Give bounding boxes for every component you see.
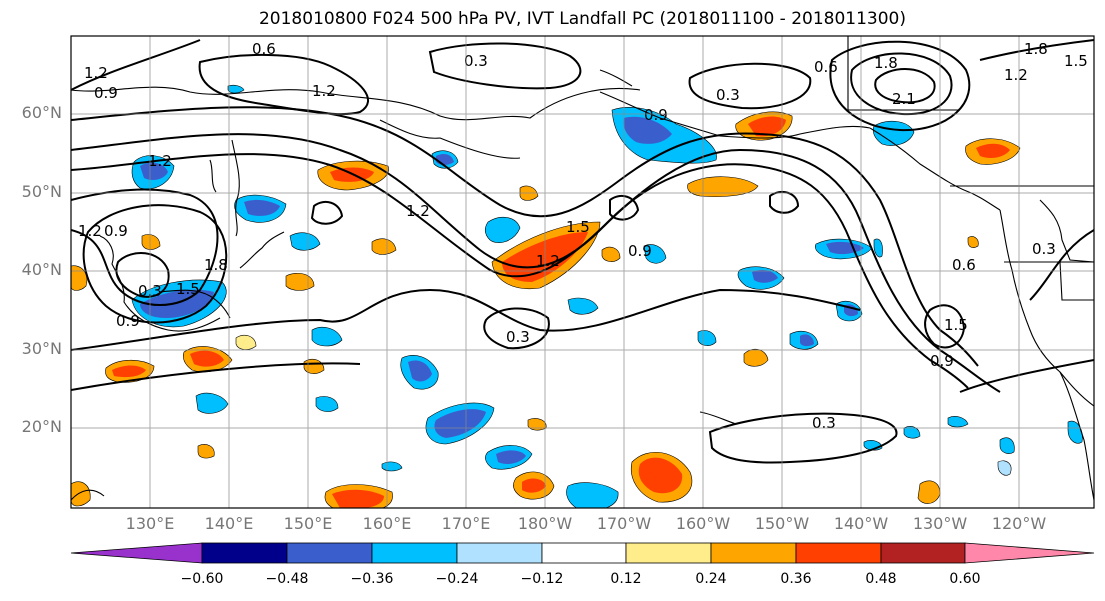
lon-label: 120°W (991, 514, 1047, 533)
colorbar-tick-label: −0.36 (350, 571, 394, 587)
graticule (71, 36, 1094, 508)
colorbar-segment (456, 542, 543, 564)
colorbar-tick-label: 0.48 (865, 571, 897, 587)
map-title: 2018010800 F024 500 hPa PV, IVT Landfall… (258, 9, 906, 29)
contour-label: 0.3 (716, 86, 740, 104)
contour-label: 1.8 (874, 54, 898, 72)
contour-label: 0.6 (952, 256, 976, 274)
contour-label: 0.6 (814, 58, 838, 76)
lon-label: 170°W (596, 514, 652, 533)
contour-label: 1.2 (406, 202, 430, 220)
lon-label: 150°W (754, 514, 810, 533)
contour-label: 1.8 (204, 256, 228, 274)
map-area: 1.2 0.9 1.2 0.6 0.3 1.2 0.3 0.6 1.8 2.1 … (71, 36, 1094, 508)
colorbar-segment (625, 542, 712, 564)
contour-label: 1.2 (536, 252, 560, 270)
colorbar-tick-label: −0.24 (435, 571, 479, 587)
contour-label: 0.9 (116, 312, 140, 330)
contour-label: 1.5 (566, 218, 590, 236)
lon-label: 130°W (912, 514, 968, 533)
lon-label: 170°E (441, 514, 491, 533)
contour-label: 1.2 (1004, 66, 1028, 84)
colorbar-tick-label: −0.12 (520, 571, 564, 587)
contour-label: 0.9 (94, 84, 118, 102)
lon-label: 140°E (204, 514, 254, 533)
lon-label: 130°E (125, 514, 175, 533)
contour-label: 0.9 (104, 222, 128, 240)
colorbar-tick-label: 0.12 (610, 571, 642, 587)
colorbar-tick-label: −0.48 (265, 571, 309, 587)
contour-label: 1.8 (1024, 40, 1048, 58)
contour-label: 1.5 (176, 280, 200, 298)
colorbar-segment (541, 542, 627, 564)
colorbar-segment (371, 542, 458, 564)
contour-label: 1.5 (944, 316, 968, 334)
colorbar-tick-label: −0.60 (180, 571, 224, 587)
contour-label: 1.2 (84, 64, 108, 82)
colorbar-segment (710, 542, 797, 564)
lon-label: 160°W (675, 514, 731, 533)
colorbar-segment (286, 542, 373, 564)
contour-label: 0.3 (812, 414, 836, 432)
colorbar-segment (964, 542, 1095, 564)
lat-label: 20°N (21, 417, 62, 436)
contour-label: 0.9 (628, 242, 652, 260)
colorbar-tick-label: 0.36 (780, 571, 812, 587)
contour-label: 0.9 (930, 352, 954, 370)
colorbar (70, 542, 1095, 564)
colorbar-tick-label: 0.60 (949, 571, 981, 587)
lat-label: 30°N (21, 339, 62, 358)
lon-label: 150°E (283, 514, 333, 533)
lon-label: 180°W (517, 514, 573, 533)
colorbar-tick-label: 0.24 (695, 571, 727, 587)
colorbar-segment (70, 542, 203, 564)
lat-label: 50°N (21, 182, 62, 201)
contour-label: 1.2 (78, 222, 102, 240)
contour-label: 1.2 (148, 152, 172, 170)
contour-label: 0.3 (464, 52, 488, 70)
contour-label: 0.6 (252, 40, 276, 58)
contour-label: 0.3 (1032, 240, 1056, 258)
contour-label-group: 1.2 0.9 1.2 0.6 0.3 1.2 0.3 0.6 1.8 2.1 … (78, 40, 1088, 432)
contour-label: 2.1 (892, 90, 916, 108)
lon-label: 160°E (362, 514, 412, 533)
contour-label: 0.9 (644, 106, 668, 124)
map-frame (70, 35, 1095, 509)
colorbar-segment (880, 542, 966, 564)
colorbar-segment (201, 542, 288, 564)
lat-label: 60°N (21, 103, 62, 122)
contour-label: 1.2 (312, 82, 336, 100)
contour-label: 0.3 (506, 328, 530, 346)
contour-label: 1.5 (1064, 52, 1088, 70)
lat-label: 40°N (21, 260, 62, 279)
colorbar-segment (795, 542, 882, 564)
lon-label: 140°W (833, 514, 889, 533)
